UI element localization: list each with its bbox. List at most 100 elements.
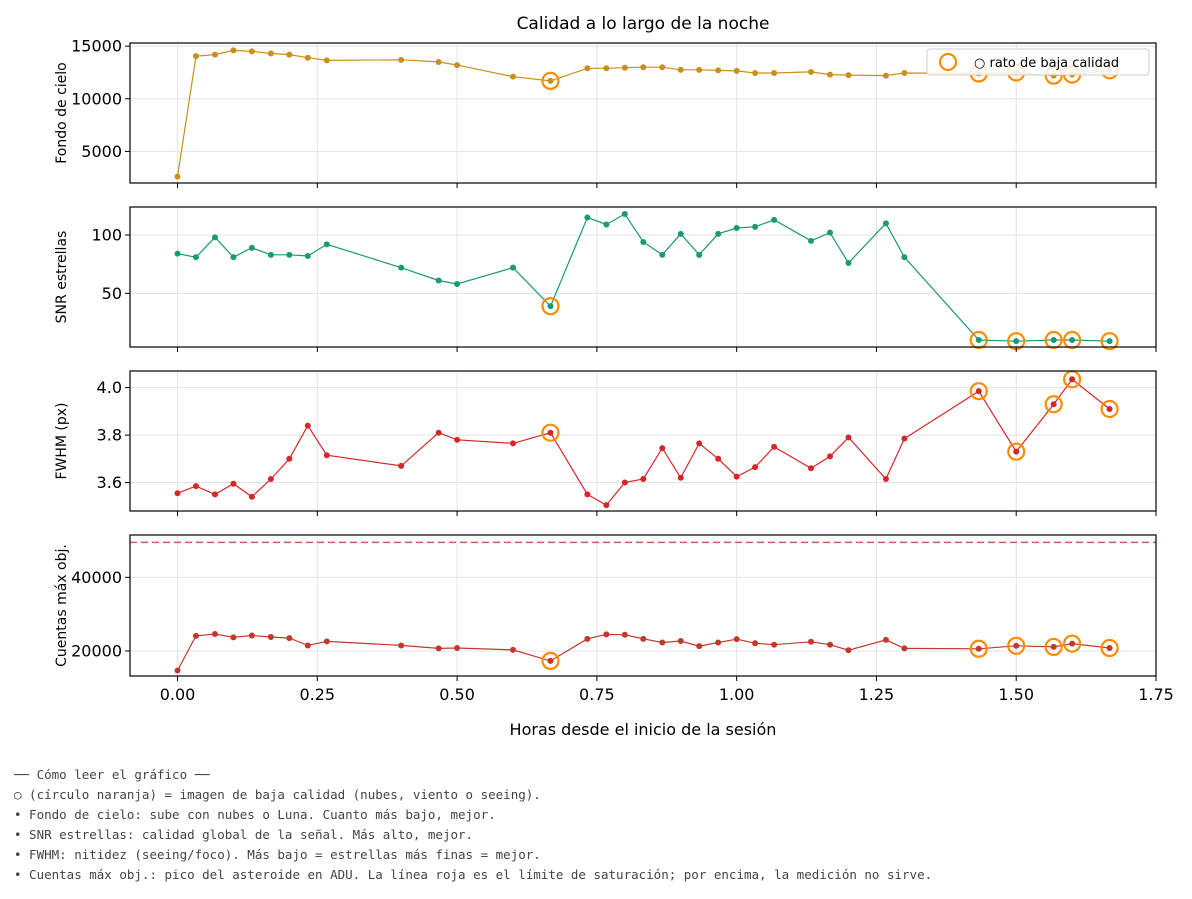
data-point [435,645,442,652]
low-quality-marker [969,639,988,658]
low-quality-marker [541,651,560,671]
y-tick-label: 5000 [81,142,122,161]
data-point [286,455,293,462]
data-point [286,251,293,258]
data-point [304,642,311,649]
data-point [454,645,461,652]
data-point [733,636,740,643]
data-point [771,443,778,450]
data-point [640,475,647,482]
data-point [659,639,666,646]
x-tick-label: 1.25 [859,685,895,704]
panel-frame [129,534,1157,677]
data-point [659,445,666,452]
data-point [435,58,442,65]
data-point [174,173,181,180]
data-point [323,638,330,645]
y-tick-label: 50 [102,284,122,303]
data-point [454,62,461,69]
x-tick-label: 0.00 [160,685,196,704]
data-point [603,221,610,228]
chart-title: Calidad a lo largo de la noche [517,14,770,34]
data-point [901,645,908,652]
data-point [1069,376,1076,383]
data-point [510,73,517,80]
data-point [1050,643,1057,650]
y-tick-label: 10000 [71,89,122,108]
y-tick-label: 100 [91,226,122,245]
data-point [715,67,722,74]
data-point [192,632,199,639]
data-point [323,57,330,64]
data-point [845,260,852,266]
low-quality-marker [969,382,988,401]
y-axis-label: Fondo de cielo [54,62,70,164]
data-point [827,71,834,78]
data-point [808,237,815,244]
data-point [1013,642,1020,649]
data-point [845,72,852,79]
low-quality-marker [1100,332,1119,351]
data-point [882,72,889,79]
data-point [267,633,274,640]
data-point [323,452,330,459]
data-point [621,64,628,71]
y-tick-label: 4.0 [97,378,122,397]
data-point [248,493,255,500]
y-axis-label: Cuentas máx obj. [54,544,70,667]
data-point [584,491,591,498]
y-tick-label: 15000 [71,37,122,56]
panel-frame [129,206,1157,348]
data-point [603,65,610,72]
low-quality-marker [1044,330,1063,350]
data-point [845,434,852,441]
low-quality-marker [1007,636,1026,655]
data-point [975,337,982,343]
data-point [398,56,405,63]
data-point [248,244,255,251]
data-point [659,251,666,258]
data-point [771,70,778,76]
data-point [267,50,274,57]
panel-frame [129,370,1157,512]
data-point [192,254,199,261]
data-point [584,65,591,72]
low-quality-marker [1100,638,1119,658]
x-tick-label: 0.75 [579,685,615,704]
data-point [733,67,740,74]
legend-marker [938,52,958,72]
data-point [696,66,703,73]
data-point [174,490,181,497]
data-point [510,440,517,447]
data-point [733,225,740,231]
data-point [286,51,293,58]
data-point [435,277,442,284]
data-point [752,223,759,230]
data-point [677,66,684,73]
x-tick-label: 1.00 [719,685,755,704]
low-quality-marker [1063,634,1082,653]
data-point [304,422,311,429]
data-point [715,230,722,237]
y-tick-label: 40000 [71,568,122,587]
data-point [1050,337,1057,343]
note-line-5: • Cuentas máx obj.: pico del asteroide e… [14,867,933,882]
y-axis-label: SNR estrellas [54,231,70,324]
data-point [621,211,628,217]
y-tick-label: 3.8 [97,426,122,445]
data-point [771,641,778,648]
data-point [975,645,982,652]
data-point [882,475,889,482]
data-point [752,640,759,647]
data-point [211,631,218,638]
data-point [510,646,517,653]
data-point [659,64,666,71]
data-point [584,635,591,642]
data-point [230,47,237,54]
panel-2: 50 100 SNR estrellas [54,206,1157,352]
data-point [640,64,647,71]
low-quality-marker [541,297,560,316]
x-tick-label: 1.75 [1138,685,1174,704]
data-point [547,657,554,664]
